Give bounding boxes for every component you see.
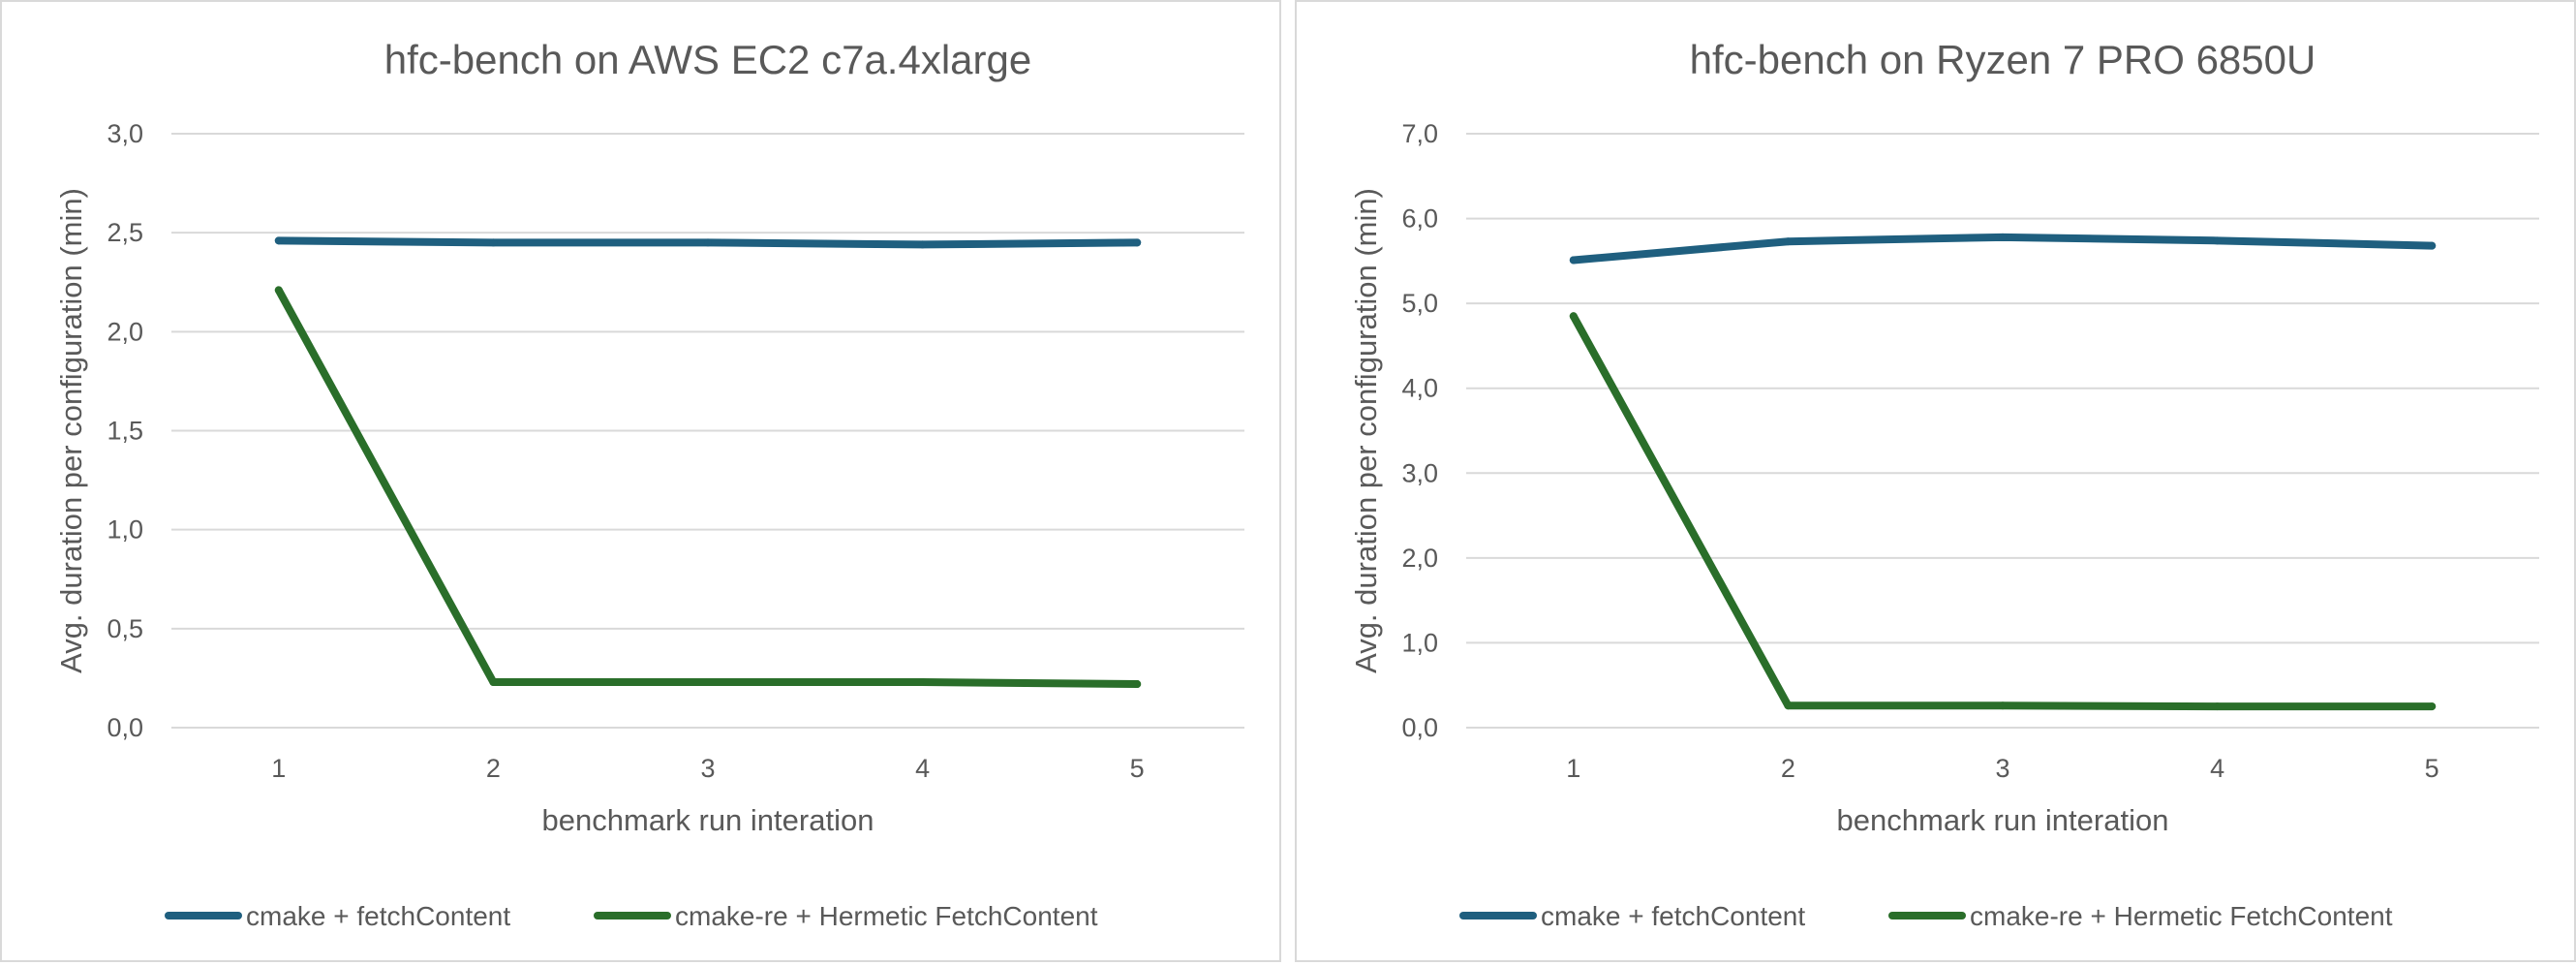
y-tick-label: 1,5 xyxy=(107,417,143,446)
x-tick-label: 5 xyxy=(2425,754,2439,783)
y-tick-label: 5,0 xyxy=(1401,289,1438,318)
chart-title: hfc-bench on Ryzen 7 PRO 6850U xyxy=(1690,37,2316,82)
x-tick-label: 1 xyxy=(271,754,286,783)
x-axis-label: benchmark run interation xyxy=(1837,803,2169,837)
data-point xyxy=(2213,702,2222,711)
x-tick-label: 4 xyxy=(915,754,930,783)
y-tick-label: 3,0 xyxy=(1401,458,1438,487)
series-line-2 xyxy=(274,286,1142,689)
x-tick-label: 1 xyxy=(1566,754,1580,783)
data-point xyxy=(704,238,712,247)
series-line-2 xyxy=(1569,312,2437,711)
legend-label: cmake + fetchContent xyxy=(246,901,510,931)
y-tick-label: 0,5 xyxy=(107,614,143,643)
data-point xyxy=(274,286,283,295)
data-point xyxy=(489,678,498,687)
data-point xyxy=(1784,701,1793,710)
y-axis-label: Avg. duration per configuration (min) xyxy=(1349,188,1383,673)
y-tick-label: 3,0 xyxy=(107,119,143,148)
data-point xyxy=(1133,238,1142,247)
legend-label: cmake-re + Hermetic FetchContent xyxy=(675,901,1098,931)
data-point xyxy=(489,238,498,247)
data-point xyxy=(918,678,927,687)
x-tick-label: 4 xyxy=(2210,754,2224,783)
legend-label: cmake-re + Hermetic FetchContent xyxy=(1970,901,2393,931)
y-tick-label: 6,0 xyxy=(1401,204,1438,234)
x-tick-label: 3 xyxy=(1995,754,2009,783)
data-point xyxy=(1133,680,1142,689)
chart-aws: hfc-bench on AWS EC2 c7a.4xlarge 0,0 0,5 1,… xyxy=(54,37,1244,931)
y-tick-label: 4,0 xyxy=(1401,374,1438,403)
chart-panel-ryzen: hfc-bench on Ryzen 7 PRO 6850U 0,0 1,0 2,0 3… xyxy=(1295,0,2576,962)
data-point xyxy=(1569,312,1578,321)
legend-label: cmake + fetchContent xyxy=(1541,901,1805,931)
x-tick-label: 5 xyxy=(1130,754,1145,783)
y-tick-label: 2,0 xyxy=(1401,544,1438,573)
data-point xyxy=(2213,236,2222,245)
data-point xyxy=(2428,702,2437,711)
x-tick-label: 3 xyxy=(700,754,715,783)
data-point xyxy=(1999,233,2007,241)
data-point xyxy=(918,240,927,249)
y-tick-label: 7,0 xyxy=(1401,119,1438,148)
data-point xyxy=(704,678,712,687)
data-point xyxy=(1999,701,2007,710)
y-tick-label: 0,0 xyxy=(107,713,143,742)
y-axis-label: Avg. duration per configuration (min) xyxy=(54,188,88,673)
y-tick-label: 1,0 xyxy=(1401,628,1438,657)
y-tick-label: 1,0 xyxy=(107,515,143,545)
data-point xyxy=(274,236,283,245)
x-axis-label: benchmark run interation xyxy=(542,803,874,837)
data-point xyxy=(1569,256,1578,265)
x-tick-label: 2 xyxy=(1781,754,1795,783)
y-tick-label: 2,5 xyxy=(107,218,143,247)
chart-ryzen: hfc-bench on Ryzen 7 PRO 6850U 0,0 1,0 2,0 3… xyxy=(1349,37,2539,931)
y-tick-label: 2,0 xyxy=(107,317,143,346)
chart-title: hfc-bench on AWS EC2 c7a.4xlarge xyxy=(384,37,1031,82)
data-point xyxy=(2428,241,2437,250)
data-point xyxy=(1784,237,1793,246)
y-tick-label: 0,0 xyxy=(1401,713,1438,742)
chart-panel-aws: hfc-bench on AWS EC2 c7a.4xlarge 0,0 0,5 1,… xyxy=(0,0,1281,962)
x-tick-label: 2 xyxy=(486,754,501,783)
